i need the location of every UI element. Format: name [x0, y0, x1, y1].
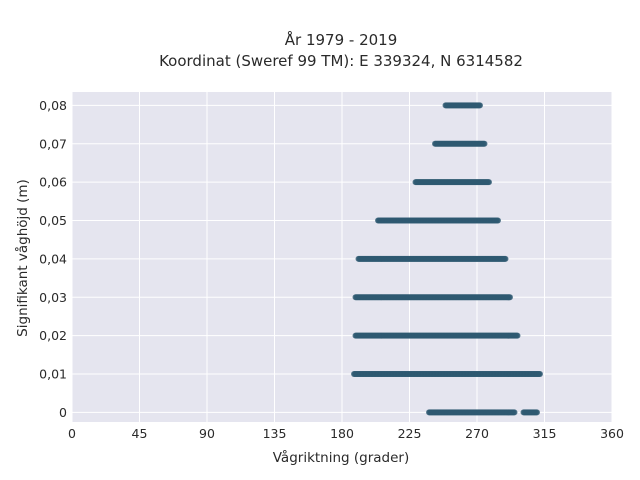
scatter-point [486, 179, 492, 186]
scatter-point [534, 409, 540, 416]
scatter-point [507, 294, 513, 301]
scatter-point [537, 371, 543, 378]
x-tick-label: 360 [600, 426, 624, 441]
x-axis-label: Vågriktning (grader) [273, 449, 410, 466]
x-tick-label: 135 [263, 426, 287, 441]
x-tick-label: 45 [132, 426, 148, 441]
chart-title-line-2: Koordinat (Sweref 99 TM): E 339324, N 63… [159, 52, 523, 70]
scatter-point [511, 409, 518, 416]
x-tick-label: 270 [465, 426, 489, 441]
y-tick-label: 0,06 [39, 175, 67, 190]
x-tick-label: 0 [68, 426, 76, 441]
y-tick-label: 0,01 [39, 367, 67, 382]
x-tick-label: 90 [199, 426, 215, 441]
scatter-point [477, 102, 483, 109]
y-tick-label: 0 [59, 405, 67, 420]
x-axis-ticks: 0 45 90 135 180 225 270 315 360 [68, 426, 624, 441]
x-tick-label: 180 [330, 426, 354, 441]
chart-title-line-1: År 1979 - 2019 [285, 30, 398, 49]
y-tick-label: 0,03 [39, 290, 67, 305]
y-tick-label: 0,07 [39, 136, 67, 151]
scatter-points [351, 102, 543, 416]
x-tick-label: 225 [398, 426, 422, 441]
scatter-point [514, 332, 521, 339]
scatter-point [481, 140, 488, 147]
scatter-point [495, 217, 501, 224]
scatter-point [502, 255, 509, 262]
y-tick-label: 0,05 [39, 213, 67, 228]
y-axis-label: Signifikant våghöjd (m) [14, 179, 31, 337]
y-axis-ticks: 0 0,01 0,02 0,03 0,04 0,05 0,06 0,07 0,08 [39, 98, 67, 420]
y-tick-label: 0,08 [39, 98, 67, 113]
y-tick-label: 0,04 [39, 251, 67, 266]
x-tick-label: 315 [533, 426, 557, 441]
y-tick-label: 0,02 [39, 328, 67, 343]
